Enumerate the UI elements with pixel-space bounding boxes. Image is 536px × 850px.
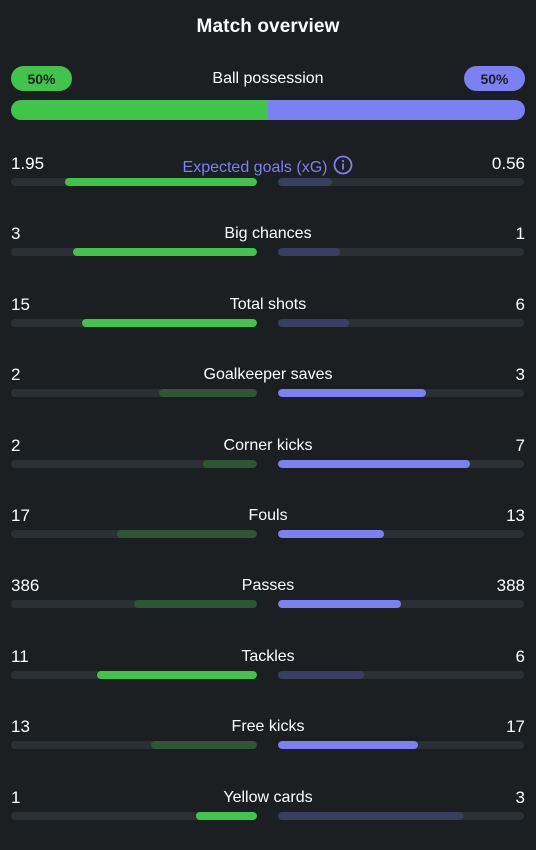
away-stat-bar: [278, 741, 524, 749]
away-stat-bar: [278, 389, 524, 397]
stat-label: Big chances: [0, 225, 536, 243]
possession-label: Ball possession: [212, 70, 324, 87]
away-stat-bar: [278, 812, 524, 820]
home-stat-bar-fill: [151, 741, 257, 749]
stat-label-text: Expected goals (xG): [182, 159, 328, 176]
away-value: 0.56: [491, 154, 525, 173]
home-stat-bar-fill: [116, 530, 257, 538]
page-title: Match overview: [196, 16, 340, 37]
home-possession-badge: 50%: [11, 66, 72, 91]
away-stat-bar: [278, 671, 524, 679]
home-stat-bar: [11, 248, 257, 256]
stat-label-text: Goalkeeper saves: [203, 366, 333, 383]
possession-bar-home: [11, 100, 268, 120]
away-value: 388: [496, 576, 525, 595]
away-stat-bar-fill: [278, 671, 365, 679]
home-value: 386: [11, 576, 40, 595]
possession-bar-away: [268, 100, 525, 120]
stat-label-text: Passes: [241, 577, 295, 594]
away-value: 13: [506, 506, 525, 525]
stat-row: 1.95 Expected goals (xG) 0.56: [0, 154, 536, 200]
home-stat-bar: [11, 319, 257, 327]
home-value: 13: [11, 717, 30, 736]
stat-row: 13 Free kicks 17: [0, 717, 536, 763]
stat-row: 17 Fouls 13: [0, 506, 536, 552]
stat-row: 1 Yellow cards 3: [0, 788, 536, 834]
home-stat-bar-fill: [158, 389, 257, 397]
stat-label: Fouls: [0, 507, 536, 525]
home-stat-bar: [11, 389, 257, 397]
away-stat-bar: [278, 530, 524, 538]
away-stat-bar-fill: [278, 600, 401, 608]
stat-row: 386 Passes 388: [0, 576, 536, 622]
away-stat-bar-fill: [278, 389, 426, 397]
home-value: 2: [11, 365, 21, 384]
home-stat-bar: [11, 812, 257, 820]
stat-label: Yellow cards: [0, 789, 536, 807]
stat-row: 2 Goalkeeper saves 3: [0, 365, 536, 411]
possession-bar: [11, 100, 525, 120]
home-stat-bar-fill: [202, 460, 257, 468]
away-possession-badge: 50%: [464, 66, 525, 91]
home-value: 2: [11, 436, 21, 455]
home-stat-bar-fill: [134, 600, 257, 608]
stat-label: Total shots: [0, 296, 536, 314]
away-stat-bar-fill: [278, 812, 463, 820]
stat-label-text: Fouls: [248, 507, 288, 524]
stat-label-text: Big chances: [224, 225, 312, 242]
home-value: 3: [11, 224, 21, 243]
stat-label-text: Corner kicks: [223, 437, 313, 454]
away-stat-bar-fill: [278, 248, 340, 256]
stat-row: 15 Total shots 6: [0, 295, 536, 341]
away-value: 3: [515, 788, 525, 807]
home-value: 17: [11, 506, 30, 525]
away-stat-bar-fill: [278, 178, 333, 186]
away-stat-bar-fill: [278, 741, 419, 749]
away-value: 6: [515, 647, 525, 666]
away-stat-bar-fill: [278, 530, 384, 538]
home-value: 1: [11, 788, 21, 807]
away-stat-bar-fill: [278, 460, 470, 468]
away-stat-bar: [278, 600, 524, 608]
home-stat-bar: [11, 178, 257, 186]
home-stat-bar: [11, 671, 257, 679]
away-stat-bar-fill: [278, 319, 350, 327]
stat-row: 2 Corner kicks 7: [0, 436, 536, 482]
stat-label-text: Yellow cards: [223, 789, 313, 806]
home-stat-bar: [11, 600, 257, 608]
away-stat-bar: [278, 460, 524, 468]
stat-label: Tackles: [0, 648, 536, 666]
stat-label: Expected goals (xG): [0, 155, 536, 177]
stat-label: Corner kicks: [0, 437, 536, 455]
away-value: 6: [515, 295, 525, 314]
away-value: 3: [515, 365, 525, 384]
away-stat-bar: [278, 248, 524, 256]
home-value: 15: [11, 295, 30, 314]
stat-row: 3 Big chances 1: [0, 224, 536, 270]
home-stat-bar: [11, 460, 257, 468]
home-stat-bar: [11, 530, 257, 538]
home-stat-bar-fill: [195, 812, 257, 820]
home-stat-bar-fill: [97, 671, 257, 679]
home-stat-bar: [11, 741, 257, 749]
away-value: 7: [515, 436, 525, 455]
away-stat-bar: [278, 178, 524, 186]
stat-label: Free kicks: [0, 718, 536, 736]
home-value: 1.95: [11, 154, 45, 173]
stat-label-text: Free kicks: [231, 718, 305, 735]
home-value: 11: [11, 647, 29, 666]
stat-row: 11 Tackles 6: [0, 647, 536, 693]
away-stat-bar: [278, 319, 524, 327]
home-stat-bar-fill: [72, 248, 257, 256]
home-stat-bar-fill: [65, 178, 257, 186]
home-stat-bar-fill: [82, 319, 257, 327]
away-value: 1: [515, 224, 525, 243]
stat-label-text: Tackles: [241, 648, 295, 665]
info-icon[interactable]: [333, 155, 353, 175]
stat-label: Goalkeeper saves: [0, 366, 536, 384]
stat-label-text: Total shots: [229, 296, 307, 313]
stat-label: Passes: [0, 577, 536, 595]
away-value: 17: [506, 717, 525, 736]
